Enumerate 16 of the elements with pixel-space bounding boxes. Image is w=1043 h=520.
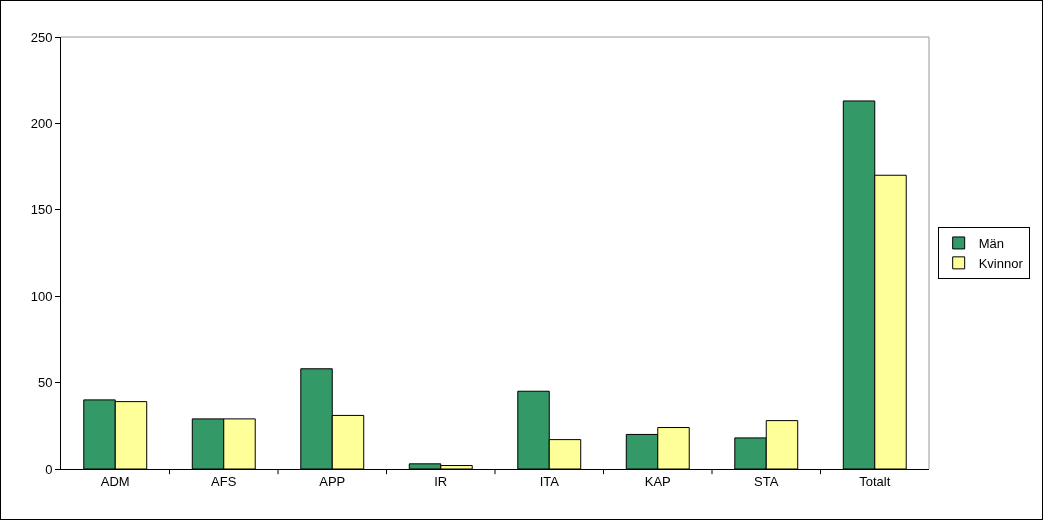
y-tick-label: 200: [30, 115, 53, 131]
legend-label: Män: [978, 236, 1004, 252]
y-tick-label: 50: [37, 375, 53, 391]
legend-label: Kvinnor: [978, 255, 1024, 271]
x-tick-label: KAP: [644, 473, 671, 489]
x-tick-label: ADM: [100, 473, 130, 489]
x-tick-label: STA: [754, 473, 779, 489]
x-tick-label: AFS: [211, 473, 237, 489]
x-tick-label: APP: [319, 473, 346, 489]
x-tick-label: IR: [434, 473, 448, 489]
x-tick-label: Totalt: [859, 473, 891, 489]
y-tick-label: 100: [30, 288, 53, 304]
y-tick-label: 0: [45, 461, 53, 477]
y-tick-label: 250: [30, 29, 53, 45]
y-tick-label: 150: [30, 202, 53, 218]
x-tick-label: ITA: [539, 473, 560, 489]
